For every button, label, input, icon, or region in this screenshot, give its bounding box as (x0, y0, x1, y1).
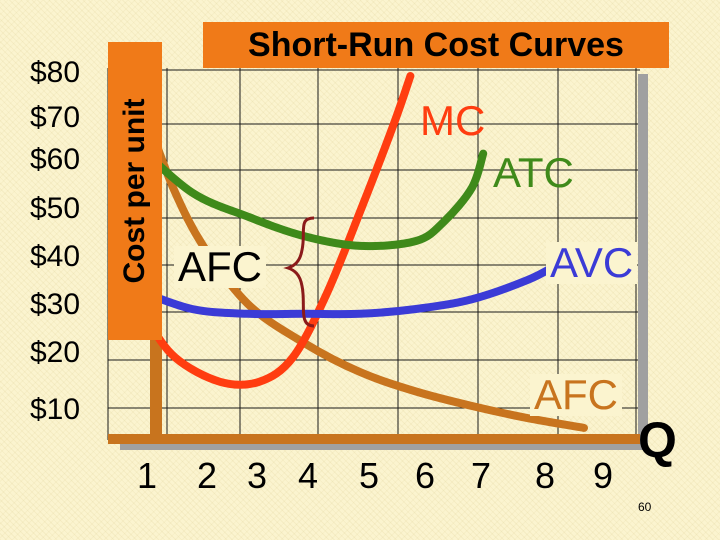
afc-brace-label: AFC (174, 246, 266, 288)
y-tick-label: $60 (30, 143, 81, 176)
mc-label: MC (420, 97, 486, 144)
y-tick-label: $70 (30, 101, 81, 134)
x-tick-label: 9 (592, 455, 614, 496)
atc-label: ATC (493, 149, 574, 196)
x-tick-label: 2 (196, 455, 218, 496)
x-tick-label: 3 (246, 455, 268, 496)
brace-group (283, 216, 315, 328)
y-tick-label: $20 (30, 336, 81, 369)
frame-shadow-bottom (120, 440, 648, 450)
y-tick-label: $50 (30, 192, 81, 225)
title-box (203, 22, 669, 68)
chart-title: Short-Run Cost Curves (248, 26, 624, 64)
x-axis-bar (108, 434, 640, 444)
x-tick-label: 4 (297, 455, 319, 496)
series-mc-curve (120, 72, 415, 389)
x-tick-label: 1 (136, 455, 158, 496)
y-axis-label: Cost per unit (118, 98, 151, 284)
x-axis-label: Q (638, 412, 677, 468)
curves (120, 62, 588, 432)
x-tick-label: 6 (414, 455, 436, 496)
slide-number: 60 (638, 500, 652, 514)
y-axis-label-box (108, 42, 162, 340)
y-tick-label: $80 (30, 56, 81, 89)
x-tick-label: 7 (470, 455, 492, 496)
afc-label: AFC (530, 374, 622, 416)
series-atc-curve (132, 139, 488, 251)
frame-shadow-right (638, 74, 648, 449)
x-tick-label: 5 (358, 455, 380, 496)
y-tick-label: $40 (30, 240, 81, 273)
series-avc-curve (132, 261, 560, 319)
x-tick-label: 8 (534, 455, 556, 496)
y-tick-label: $10 (30, 393, 81, 426)
brace-icon (283, 216, 315, 328)
avc-label: AVC (546, 242, 638, 284)
y-tick-label: $30 (30, 288, 81, 321)
